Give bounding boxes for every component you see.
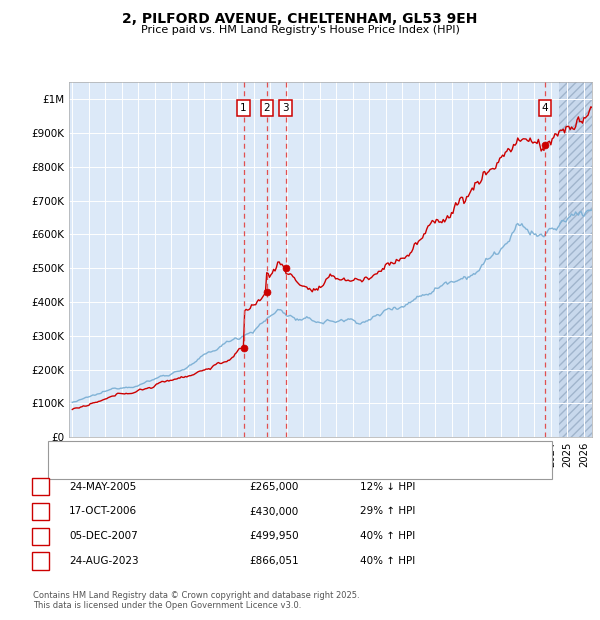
Text: 4: 4 bbox=[542, 103, 548, 113]
Text: 40% ↑ HPI: 40% ↑ HPI bbox=[360, 556, 415, 566]
Text: 4: 4 bbox=[37, 556, 44, 566]
Text: 1: 1 bbox=[241, 103, 247, 113]
Text: 40% ↑ HPI: 40% ↑ HPI bbox=[360, 531, 415, 541]
Text: 24-MAY-2005: 24-MAY-2005 bbox=[69, 482, 136, 492]
Text: 3: 3 bbox=[37, 531, 44, 541]
Text: £430,000: £430,000 bbox=[249, 507, 298, 516]
Text: Contains HM Land Registry data © Crown copyright and database right 2025.
This d: Contains HM Land Registry data © Crown c… bbox=[33, 591, 359, 610]
Text: 1: 1 bbox=[37, 482, 44, 492]
Text: £499,950: £499,950 bbox=[249, 531, 299, 541]
Text: 24-AUG-2023: 24-AUG-2023 bbox=[69, 556, 139, 566]
Text: 2, PILFORD AVENUE, CHELTENHAM, GL53 9EH: 2, PILFORD AVENUE, CHELTENHAM, GL53 9EH bbox=[122, 12, 478, 27]
Text: Price paid vs. HM Land Registry's House Price Index (HPI): Price paid vs. HM Land Registry's House … bbox=[140, 25, 460, 35]
Bar bbox=[559, 82, 592, 437]
Text: 3: 3 bbox=[282, 103, 289, 113]
Bar bbox=[559, 82, 592, 437]
Text: 2: 2 bbox=[263, 103, 270, 113]
Text: £265,000: £265,000 bbox=[249, 482, 298, 492]
Text: 2, PILFORD AVENUE, CHELTENHAM, GL53 9EH (detached house): 2, PILFORD AVENUE, CHELTENHAM, GL53 9EH … bbox=[84, 447, 386, 456]
Text: £866,051: £866,051 bbox=[249, 556, 299, 566]
Text: 29% ↑ HPI: 29% ↑ HPI bbox=[360, 507, 415, 516]
Text: 17-OCT-2006: 17-OCT-2006 bbox=[69, 507, 137, 516]
Text: 2: 2 bbox=[37, 507, 44, 516]
Text: 05-DEC-2007: 05-DEC-2007 bbox=[69, 531, 138, 541]
Text: 12% ↓ HPI: 12% ↓ HPI bbox=[360, 482, 415, 492]
Text: HPI: Average price, detached house, Cheltenham: HPI: Average price, detached house, Chel… bbox=[84, 464, 318, 473]
